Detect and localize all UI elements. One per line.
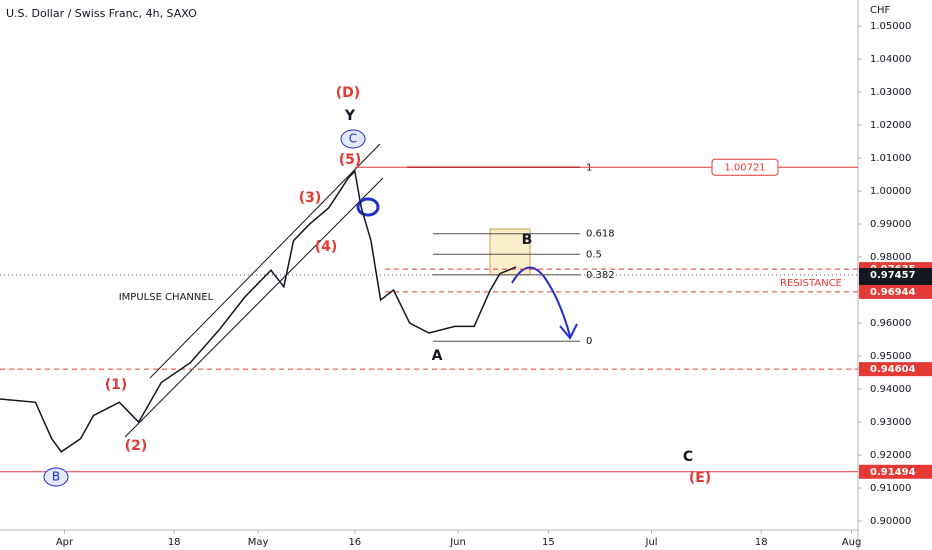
y-tick-label: 0.91000 xyxy=(870,483,911,494)
y-tick-label: 1.04000 xyxy=(870,54,911,65)
forecast-arrow-head xyxy=(559,323,578,340)
channel-upper xyxy=(149,143,381,379)
x-tick-label: 16 xyxy=(348,537,361,548)
y-tick-label: 0.94000 xyxy=(870,384,911,395)
x-tick-label: Jul xyxy=(645,537,658,548)
price-tag-label: 0.94604 xyxy=(870,364,916,375)
annotation: A xyxy=(432,348,443,364)
wave-circle xyxy=(340,129,366,149)
x-tick-label: May xyxy=(248,537,269,548)
y-axis-label: CHF xyxy=(870,5,891,16)
chart-title: U.S. Dollar / Swiss Franc, 4h, SAXO xyxy=(6,7,197,20)
price-tag-label: 0.96944 xyxy=(870,287,916,298)
price-tag-label: 1.00721 xyxy=(724,162,765,173)
fib-label: 0.618 xyxy=(586,229,615,240)
x-tick-label: 15 xyxy=(542,537,555,548)
annotation: (D) xyxy=(336,85,360,101)
price-tag xyxy=(859,362,932,377)
y-tick-label: 0.95000 xyxy=(870,351,911,362)
price-tag xyxy=(711,158,779,176)
annotation: B xyxy=(52,470,60,484)
x-tick-label: 18 xyxy=(755,537,768,548)
y-tick-label: 1.00000 xyxy=(870,186,911,197)
y-tick-label: 0.90000 xyxy=(870,516,911,527)
x-tick-label: 18 xyxy=(168,537,181,548)
annotation: (2) xyxy=(125,438,148,454)
annotation: B xyxy=(522,232,533,248)
forecast-arrow xyxy=(511,266,571,337)
annotation: (E) xyxy=(689,470,711,486)
annotation: (1) xyxy=(105,377,128,393)
annotation: (3) xyxy=(299,190,322,206)
y-tick-label: 0.99000 xyxy=(870,219,911,230)
price-tag xyxy=(859,284,932,299)
y-tick-label: 0.98000 xyxy=(870,252,911,263)
y-tick-label: 0.96000 xyxy=(870,318,911,329)
y-tick-label: 1.03000 xyxy=(870,87,911,98)
price-tag xyxy=(859,464,932,479)
price-tag-label: 0.91494 xyxy=(870,467,916,478)
price-tag-label: 0.97457 xyxy=(870,270,916,281)
fib-label: 0 xyxy=(586,336,592,347)
annotation: C xyxy=(349,132,357,146)
x-tick-label: Apr xyxy=(56,537,74,548)
y-tick-label: 1.01000 xyxy=(870,153,911,164)
x-tick-label: Aug xyxy=(842,537,862,548)
y-tick-label: 1.05000 xyxy=(870,21,911,32)
fib-label: 0.5 xyxy=(586,249,602,260)
x-tick-label: Jun xyxy=(449,537,466,548)
annotation: (5) xyxy=(339,152,362,168)
resistance-label: RESISTANCE xyxy=(780,278,842,289)
channel-lower xyxy=(124,177,384,438)
y-tick-label: 1.02000 xyxy=(870,120,911,131)
y-tick-label: 0.92000 xyxy=(870,450,911,461)
annotation: Y xyxy=(344,108,356,124)
price-line xyxy=(0,169,517,453)
annotation: IMPULSE CHANNEL xyxy=(119,292,214,303)
annotation: C xyxy=(683,449,693,465)
y-tick-label: 0.93000 xyxy=(870,417,911,428)
annotation: (4) xyxy=(315,239,338,255)
wave-circle xyxy=(43,467,69,487)
wave-circle xyxy=(356,197,380,217)
